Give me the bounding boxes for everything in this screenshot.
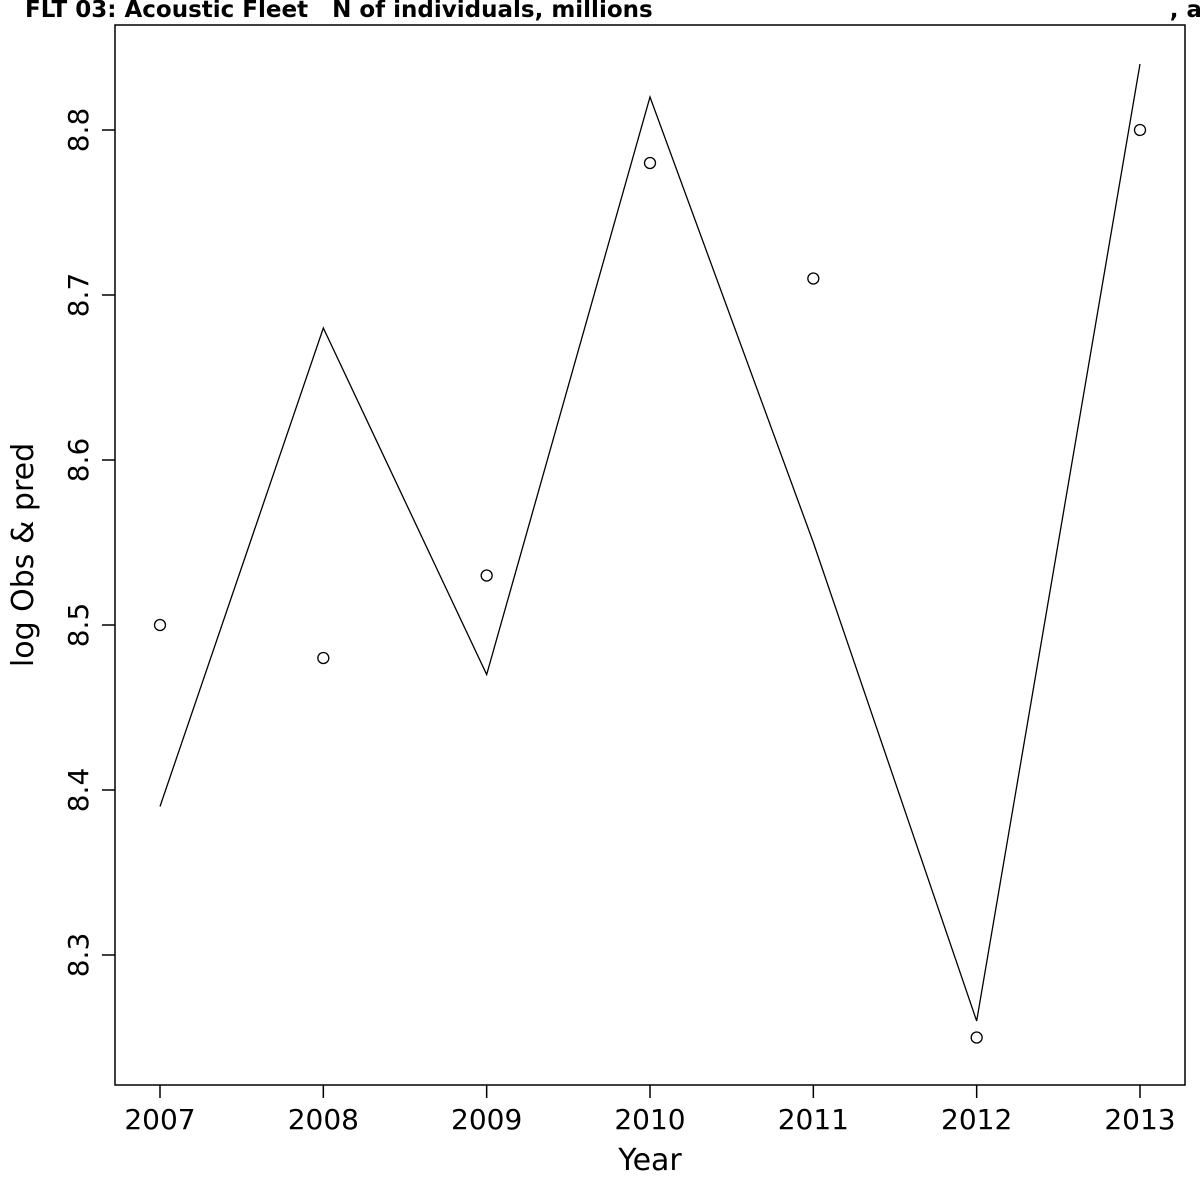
x-tick-label: 2010	[614, 1103, 685, 1136]
x-tick-label: 2008	[288, 1103, 359, 1136]
x-tick-label: 2007	[124, 1103, 195, 1136]
observed-point	[317, 651, 330, 665]
observed-point	[643, 156, 657, 170]
plot-title: FLT 03: Acoustic Fleet N of individuals,…	[25, 0, 653, 23]
plot-title-overflow: , a	[1170, 0, 1200, 23]
y-tick-label: 8.8	[62, 108, 95, 153]
observed-point	[153, 618, 167, 632]
y-tick-label: 8.5	[62, 603, 95, 648]
x-axis-label: Year	[617, 1143, 682, 1178]
observed-point	[1133, 123, 1147, 137]
plot-box	[114, 24, 1186, 1086]
observed-point	[807, 272, 820, 285]
x-tick-label: 2012	[941, 1103, 1012, 1136]
y-tick-label: 8.6	[62, 438, 95, 483]
y-axis-label: log Obs & pred	[6, 443, 41, 667]
x-tick-label: 2011	[778, 1103, 849, 1136]
y-tick-label: 8.3	[62, 933, 95, 978]
y-tick-label: 8.7	[62, 273, 95, 318]
x-tick-label: 2009	[451, 1103, 522, 1136]
y-tick-label: 8.4	[62, 768, 95, 813]
predicted-line	[159, 63, 1141, 1022]
plot-geometry: 2007 2008 2009 2010 2011 2012 2013 8.3 8.4 8.5 8.6…	[62, 24, 1186, 1136]
x-tick-label: 2013	[1104, 1103, 1175, 1136]
observed-point	[480, 569, 493, 582]
observed-point	[970, 1031, 983, 1044]
